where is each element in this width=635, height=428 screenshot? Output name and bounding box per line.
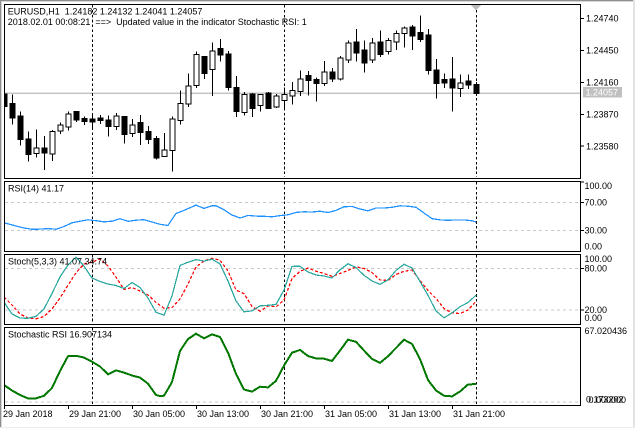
svg-text:30 Jan 21:00: 30 Jan 21:00 — [261, 409, 313, 419]
svg-text:0.00: 0.00 — [585, 313, 603, 323]
svg-text:0.173202: 0.173202 — [586, 395, 624, 405]
svg-text:30 Jan 13:00: 30 Jan 13:00 — [197, 409, 249, 419]
svg-text:70.00: 70.00 — [585, 198, 608, 208]
svg-text:29 Jan 21:00: 29 Jan 21:00 — [69, 409, 121, 419]
svg-text:1.23580: 1.23580 — [586, 141, 619, 151]
svg-text:0.000000: 0.000000 — [589, 395, 627, 405]
svg-text:2018.02.01 00:08:21 ==> Upda: 2018.02.01 00:08:21 ==> Updated value in… — [8, 17, 307, 27]
svg-text:RSI(14) 41.17: RSI(14) 41.17 — [8, 184, 64, 194]
svg-text:0.00: 0.00 — [585, 242, 603, 252]
svg-text:1.24057: 1.24057 — [586, 88, 619, 98]
svg-text:20.00: 20.00 — [585, 305, 608, 315]
svg-text:31 Jan 05:00: 31 Jan 05:00 — [325, 409, 377, 419]
svg-text:31 Jan 13:00: 31 Jan 13:00 — [389, 409, 441, 419]
svg-text:Stochastic RSI 16.907134: Stochastic RSI 16.907134 — [8, 330, 112, 340]
svg-text:Stoch(5,3,3) 41.07 34.74: Stoch(5,3,3) 41.07 34.74 — [8, 257, 107, 267]
svg-text:100.00: 100.00 — [585, 181, 613, 191]
svg-text:100.00: 100.00 — [585, 254, 613, 264]
svg-text:30.00: 30.00 — [585, 226, 608, 236]
svg-text:1.24160: 1.24160 — [586, 78, 619, 88]
svg-text:67.020436: 67.020436 — [585, 326, 628, 336]
svg-text:30 Jan 05:00: 30 Jan 05:00 — [133, 409, 185, 419]
svg-text:1.24740: 1.24740 — [586, 14, 619, 24]
svg-text:31 Jan 21:00: 31 Jan 21:00 — [453, 409, 505, 419]
svg-text:1.24450: 1.24450 — [586, 46, 619, 56]
svg-text:1.23870: 1.23870 — [586, 110, 619, 120]
svg-text:29 Jan 2018: 29 Jan 2018 — [3, 409, 53, 419]
svg-text:EURUSD,H1 1.24182 1.24132 1.2: EURUSD,H1 1.24182 1.24132 1.24041 1.2405… — [8, 7, 203, 17]
svg-text:80.00: 80.00 — [585, 264, 608, 274]
